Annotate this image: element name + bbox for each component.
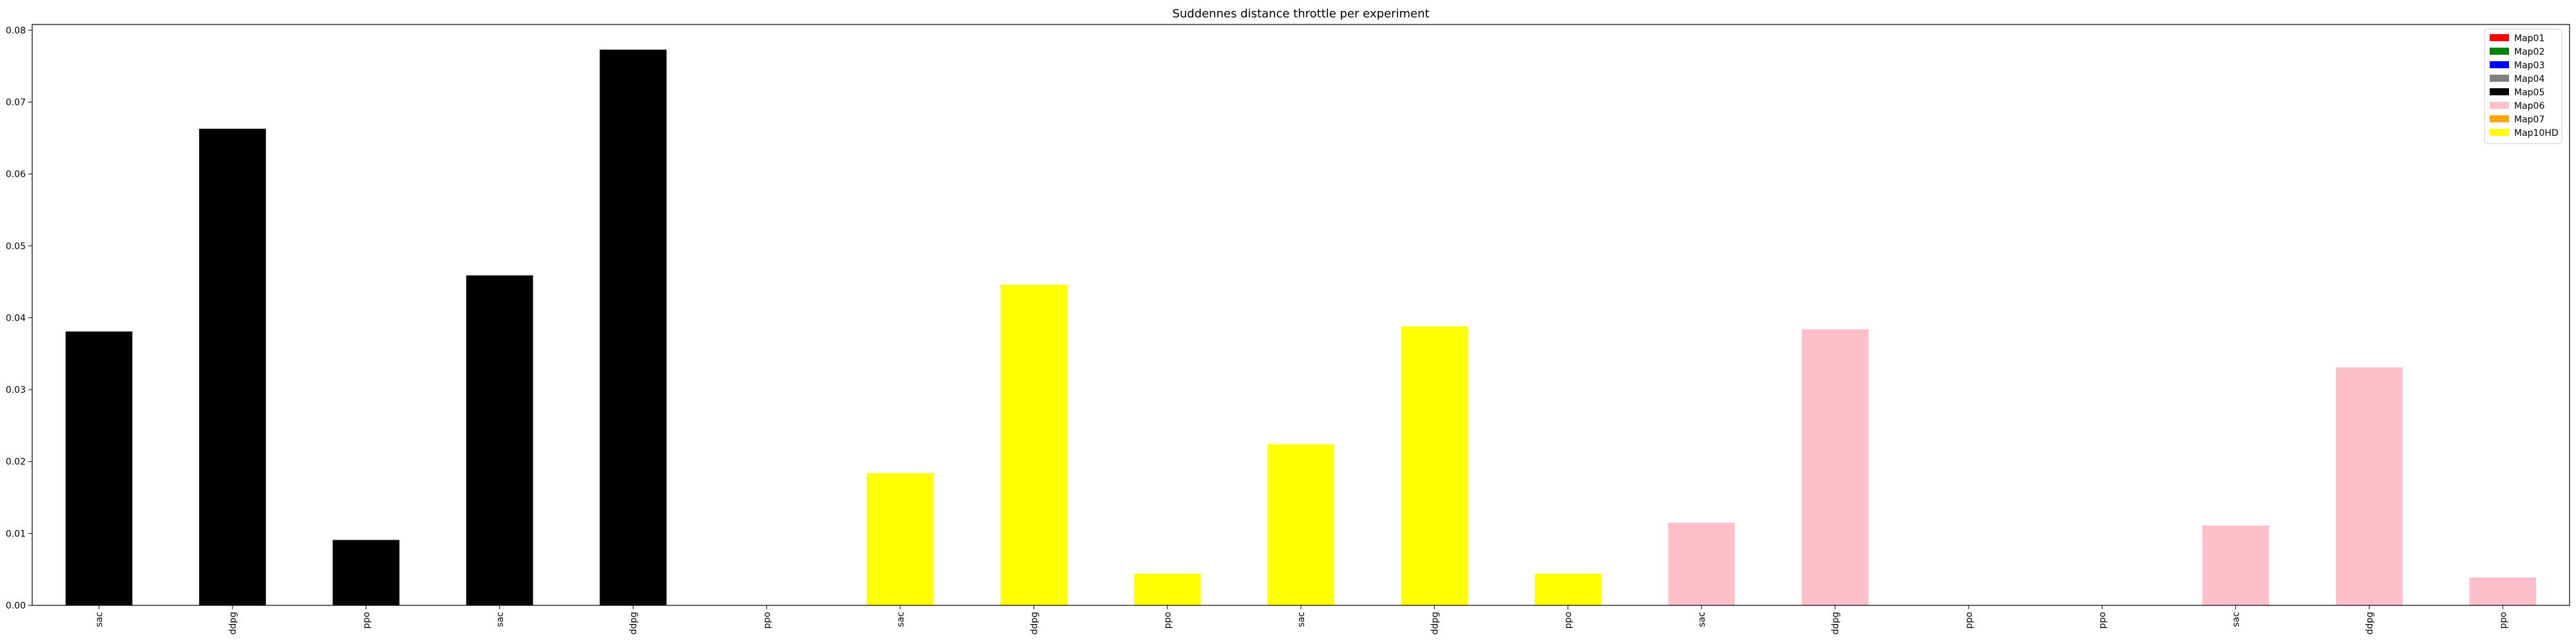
x-tick-label: sac xyxy=(1697,612,1707,627)
legend-box xyxy=(2484,28,2562,144)
bar xyxy=(2336,367,2403,605)
x-tick-label: ddpg xyxy=(1430,612,1440,635)
y-tick-label: 0.02 xyxy=(6,457,26,468)
legend-swatch xyxy=(2490,34,2509,41)
x-tick-label: ppo xyxy=(1964,612,1975,629)
y-tick-label: 0.03 xyxy=(6,385,26,395)
y-tick-label: 0.06 xyxy=(6,169,26,180)
legend-swatch xyxy=(2490,48,2509,55)
bar xyxy=(1267,444,1334,605)
y-axis: 0.00 0.01 0.02 0.03 0.04 0.05 0.06 0.07 0.08 xyxy=(6,26,32,611)
plot-area xyxy=(32,24,2570,606)
bar xyxy=(600,50,667,606)
x-tick-label: ppo xyxy=(1163,612,1173,629)
legend-swatch xyxy=(2490,88,2509,95)
x-tick-label: ddpg xyxy=(1029,612,1039,635)
x-tick-label: ddpg xyxy=(2365,612,2375,635)
y-tick-label: 0.04 xyxy=(6,313,26,323)
bar xyxy=(332,540,400,605)
x-tick-label: sac xyxy=(2231,612,2242,627)
x-tick-label: ppo xyxy=(762,612,773,629)
x-tick-label: sac xyxy=(495,612,506,627)
x-tick-label: ppo xyxy=(2098,612,2108,629)
legend-label: Map05 xyxy=(2514,88,2544,98)
x-tick-label: ddpg xyxy=(228,612,238,635)
legend-label: Map07 xyxy=(2514,115,2544,125)
legend-label: Map06 xyxy=(2514,101,2544,111)
x-tick-label: ppo xyxy=(2498,612,2508,629)
y-tick-label: 0.05 xyxy=(6,242,26,252)
legend-label: Map02 xyxy=(2514,47,2544,57)
y-tick-label: 0.01 xyxy=(6,529,26,539)
legend-swatch xyxy=(2490,102,2509,109)
bar xyxy=(2469,577,2537,605)
x-tick-label: sac xyxy=(896,612,906,627)
y-tick-label: 0.07 xyxy=(6,98,26,108)
x-tick-label: ddpg xyxy=(629,612,639,635)
x-tick-label: sac xyxy=(95,612,105,627)
bar xyxy=(199,128,266,606)
legend-swatch xyxy=(2490,115,2509,122)
bar xyxy=(1534,573,1602,605)
y-tick-label: 0.08 xyxy=(6,26,26,36)
legend-swatch xyxy=(2490,75,2509,82)
bar xyxy=(1668,522,1735,605)
y-tick-label: 0.00 xyxy=(6,601,26,611)
bar xyxy=(1133,573,1201,605)
x-tick-label: ppo xyxy=(361,612,372,629)
legend-swatch xyxy=(2490,129,2509,136)
legend-label: Map04 xyxy=(2514,74,2544,84)
bar xyxy=(2202,526,2269,605)
bar xyxy=(1801,329,1869,605)
legend-label: Map01 xyxy=(2514,33,2544,44)
x-tick-label: ppo xyxy=(1564,612,1574,629)
chart-title: Suddennes distance throttle per experime… xyxy=(1172,7,1429,21)
legend-swatch xyxy=(2490,61,2509,68)
x-tick-label: ddpg xyxy=(1830,612,1841,635)
bar xyxy=(867,473,934,605)
bar xyxy=(1000,285,1068,605)
x-tick-label: sac xyxy=(1296,612,1307,627)
bar xyxy=(1401,326,1468,605)
legend-label: Map03 xyxy=(2514,61,2544,71)
bar xyxy=(466,275,533,606)
bar xyxy=(65,331,133,605)
legend: Map01 Map02 Map03 Map04 Map05 Map06 Map07 Map10… xyxy=(2484,28,2562,144)
x-axis: sac ddpg ppo sac ddpg ppo sac ddpg ppo sac ddpg ppo… xyxy=(95,605,2508,635)
legend-label: Map10HD xyxy=(2514,128,2559,138)
